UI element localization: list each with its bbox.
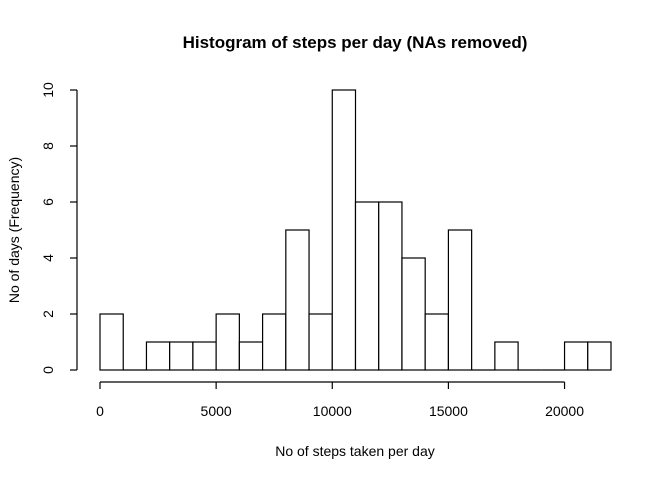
histogram-bar-6 <box>238 341 264 371</box>
histogram-bar-3 <box>169 341 194 371</box>
histogram-bar-9 <box>308 313 333 371</box>
bars-group <box>99 89 612 371</box>
histogram-bar-12 <box>378 201 403 371</box>
histogram-bar-17 <box>494 341 519 371</box>
histogram-bar-2 <box>145 341 171 371</box>
histogram-bar-0 <box>99 313 124 371</box>
histogram-bar-5 <box>215 313 240 371</box>
y-axis: 0 2 4 6 8 10 <box>40 82 78 374</box>
x-axis-label: No of steps taken per day <box>275 443 435 459</box>
x-tick-label-3: 15000 <box>429 403 468 419</box>
histogram-bar-20 <box>563 341 589 371</box>
y-tick-label-1: 2 <box>40 310 56 318</box>
y-tick-label-0: 0 <box>40 366 56 374</box>
histogram-bar-11 <box>354 201 380 371</box>
y-tick-label-4: 8 <box>40 142 56 150</box>
y-tick-label-3: 6 <box>40 198 56 206</box>
histogram-bar-7 <box>261 313 287 371</box>
x-tick-label-4: 20000 <box>545 403 584 419</box>
histogram-bar-13 <box>401 257 426 371</box>
x-tick-label-1: 5000 <box>201 403 232 419</box>
chart-title: Histogram of steps per day (NAs removed) <box>183 33 528 52</box>
histogram-bar-8 <box>285 229 310 371</box>
y-axis-label: No of days (Frequency) <box>6 157 22 303</box>
histogram-bar-4 <box>192 341 217 371</box>
y-tick-label-5: 10 <box>40 82 56 98</box>
histogram-bar-10 <box>331 89 357 371</box>
x-tick-label-0: 0 <box>96 403 104 419</box>
histogram-bar-14 <box>424 313 450 371</box>
x-tick-label-2: 10000 <box>313 403 352 419</box>
histogram-bar-21 <box>587 341 612 371</box>
y-tick-label-2: 4 <box>40 254 56 262</box>
histogram-bar-15 <box>447 229 473 371</box>
x-axis: 0 5000 10000 15000 20000 <box>96 381 584 419</box>
